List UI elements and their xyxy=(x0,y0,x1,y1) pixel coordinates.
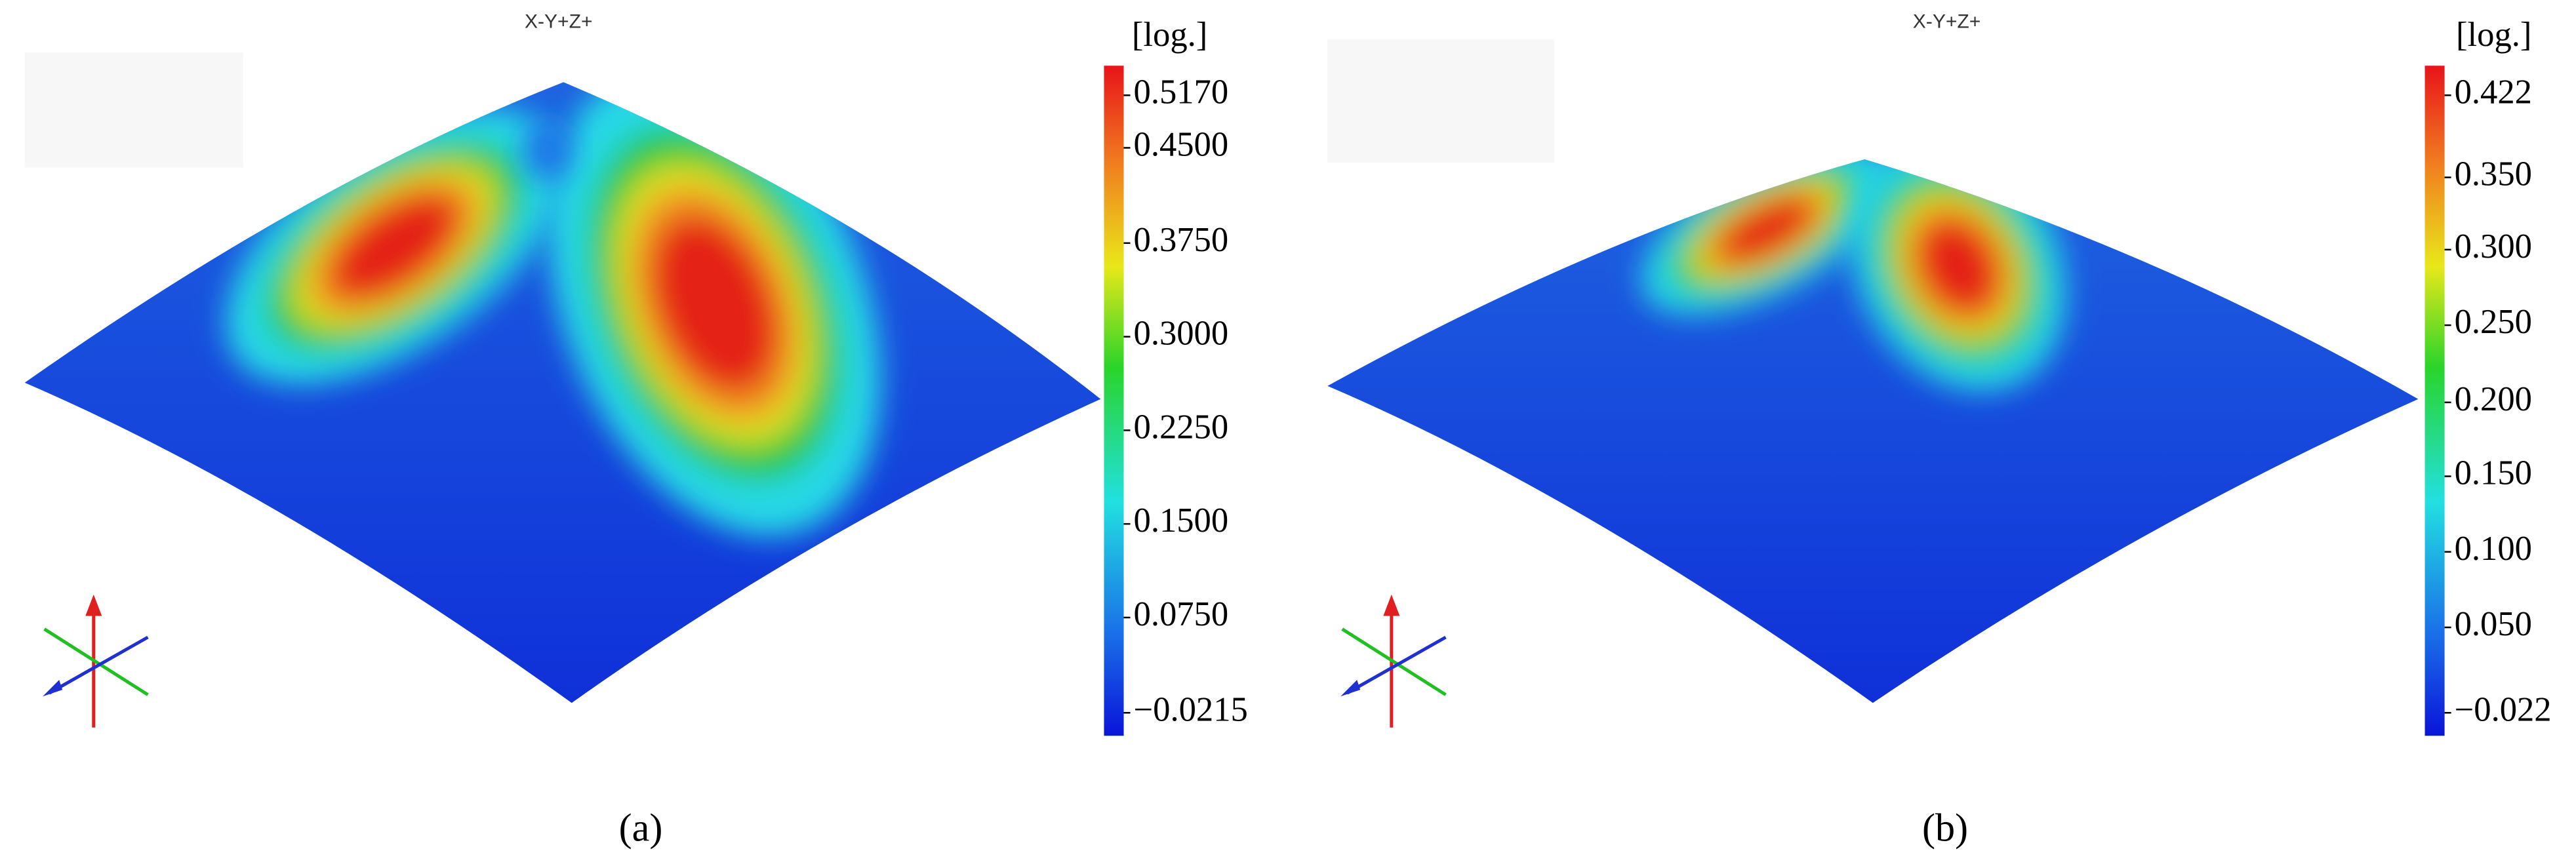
view-label: X-Y+Z+ xyxy=(1913,11,1981,33)
colorbar-tick-label: 0.422 xyxy=(2455,73,2532,111)
colorbar xyxy=(2425,66,2445,736)
unit-label: [log.] xyxy=(1132,16,1207,54)
colorbar-tick-label: −0.022 xyxy=(2455,690,2552,728)
colorbar-tick-label: 0.150 xyxy=(2455,454,2532,492)
colorbar-tick-label: 0.0750 xyxy=(1134,595,1229,633)
contour-band xyxy=(651,216,778,392)
colorbar-tick-label: 0.1500 xyxy=(1134,502,1229,540)
colorbar-tick-label: 0.200 xyxy=(2455,380,2532,418)
blank-box xyxy=(1327,39,1554,163)
colorbar-tick-label: 0.350 xyxy=(2455,155,2532,193)
colorbar-tick-label: 0.2250 xyxy=(1134,408,1229,446)
axis-triad xyxy=(43,594,1447,728)
contour-band xyxy=(1917,218,2000,314)
colorbar-tick-label: 0.3000 xyxy=(1134,315,1229,353)
contour-band xyxy=(1718,197,1814,262)
surface xyxy=(1327,159,2419,703)
blank-box xyxy=(24,52,243,168)
caption: (b) xyxy=(1922,806,1968,850)
colorbar-tick-label: 0.050 xyxy=(2455,605,2532,643)
contour-band xyxy=(330,194,458,299)
colorbar-tick-label: 0.5170 xyxy=(1134,73,1229,111)
colorbar-tick-label: 0.250 xyxy=(2455,303,2532,341)
contour-lobe xyxy=(1641,159,1891,315)
colorbar-tick-label: −0.0215 xyxy=(1134,690,1248,728)
unit-label: [log.] xyxy=(2456,16,2531,54)
colorbar xyxy=(1104,66,1124,736)
contour-lobe xyxy=(226,108,563,385)
colorbar-tick-label: 0.300 xyxy=(2455,227,2532,266)
colorbar-tick-label: 0.3750 xyxy=(1134,221,1229,259)
colorbar-tick-label: 0.100 xyxy=(2455,530,2532,568)
view-label: X-Y+Z+ xyxy=(525,11,593,33)
surface xyxy=(24,82,1101,703)
caption: (a) xyxy=(619,806,663,850)
contour-dip xyxy=(524,121,571,181)
colorbar-tick-label: 0.4500 xyxy=(1134,126,1229,164)
contour-lobe xyxy=(548,82,881,537)
